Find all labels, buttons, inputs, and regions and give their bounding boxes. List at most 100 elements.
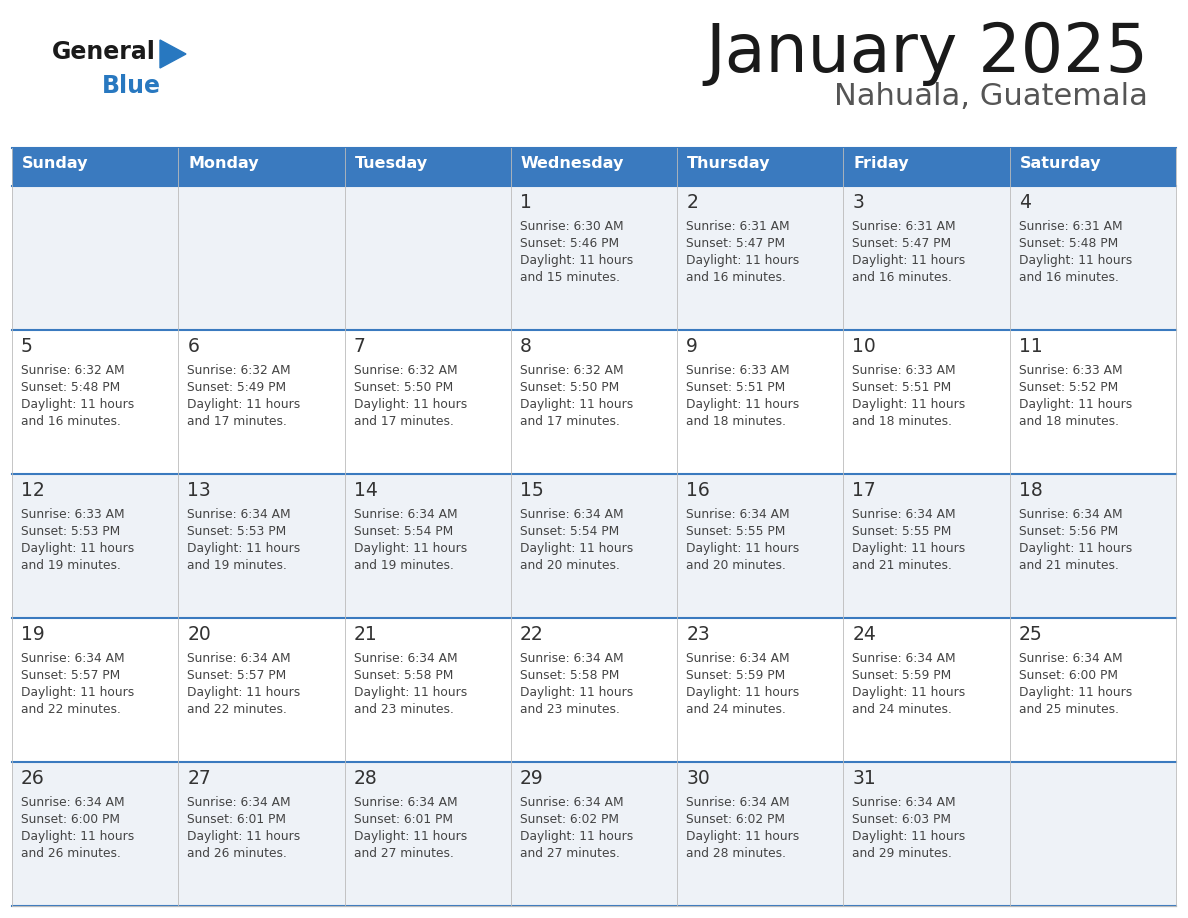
Text: Daylight: 11 hours: Daylight: 11 hours <box>21 686 134 699</box>
Text: 1: 1 <box>520 193 532 212</box>
Text: Wednesday: Wednesday <box>520 156 624 171</box>
Text: Sunset: 6:00 PM: Sunset: 6:00 PM <box>1019 669 1118 682</box>
Text: Sunset: 5:48 PM: Sunset: 5:48 PM <box>1019 237 1118 250</box>
Text: Sunset: 5:57 PM: Sunset: 5:57 PM <box>21 669 120 682</box>
Text: Sunrise: 6:34 AM: Sunrise: 6:34 AM <box>354 796 457 809</box>
Text: Sunrise: 6:32 AM: Sunrise: 6:32 AM <box>21 364 125 377</box>
Text: Sunset: 5:51 PM: Sunset: 5:51 PM <box>853 381 952 394</box>
Bar <box>843 474 1010 618</box>
Text: Daylight: 11 hours: Daylight: 11 hours <box>354 398 467 411</box>
Text: Sunset: 6:03 PM: Sunset: 6:03 PM <box>853 813 952 826</box>
Bar <box>511 474 677 618</box>
Text: Sunrise: 6:31 AM: Sunrise: 6:31 AM <box>1019 220 1123 233</box>
Bar <box>677 186 843 330</box>
Text: Daylight: 11 hours: Daylight: 11 hours <box>21 830 134 843</box>
Text: Daylight: 11 hours: Daylight: 11 hours <box>21 542 134 555</box>
Text: Sunset: 5:53 PM: Sunset: 5:53 PM <box>21 525 120 538</box>
Text: and 28 minutes.: and 28 minutes. <box>687 847 786 860</box>
Bar <box>178 762 345 906</box>
Text: Daylight: 11 hours: Daylight: 11 hours <box>520 830 633 843</box>
Text: Daylight: 11 hours: Daylight: 11 hours <box>853 830 966 843</box>
Text: Blue: Blue <box>102 74 162 98</box>
Text: Sunset: 6:02 PM: Sunset: 6:02 PM <box>520 813 619 826</box>
Text: 22: 22 <box>520 625 544 644</box>
Text: Sunrise: 6:34 AM: Sunrise: 6:34 AM <box>853 508 956 521</box>
Text: Sunrise: 6:34 AM: Sunrise: 6:34 AM <box>520 508 624 521</box>
Bar <box>1010 186 1176 330</box>
Text: Sunrise: 6:34 AM: Sunrise: 6:34 AM <box>853 796 956 809</box>
Bar <box>677 148 843 186</box>
Bar <box>178 148 345 186</box>
Text: Sunrise: 6:32 AM: Sunrise: 6:32 AM <box>354 364 457 377</box>
Text: Daylight: 11 hours: Daylight: 11 hours <box>853 254 966 267</box>
Text: and 27 minutes.: and 27 minutes. <box>354 847 454 860</box>
Text: Sunset: 5:50 PM: Sunset: 5:50 PM <box>354 381 453 394</box>
Text: 14: 14 <box>354 481 378 500</box>
Text: 2: 2 <box>687 193 699 212</box>
Text: 7: 7 <box>354 337 366 356</box>
Text: and 26 minutes.: and 26 minutes. <box>21 847 121 860</box>
Text: 29: 29 <box>520 769 544 788</box>
Text: 31: 31 <box>853 769 877 788</box>
Text: Sunset: 5:53 PM: Sunset: 5:53 PM <box>188 525 286 538</box>
Bar <box>511 618 677 762</box>
Bar <box>1010 330 1176 474</box>
Bar <box>677 762 843 906</box>
Text: and 24 minutes.: and 24 minutes. <box>687 703 786 716</box>
Text: Sunset: 5:47 PM: Sunset: 5:47 PM <box>687 237 785 250</box>
Bar <box>511 762 677 906</box>
Text: Daylight: 11 hours: Daylight: 11 hours <box>687 830 800 843</box>
Text: Sunset: 5:52 PM: Sunset: 5:52 PM <box>1019 381 1118 394</box>
Bar <box>1010 474 1176 618</box>
Text: Daylight: 11 hours: Daylight: 11 hours <box>687 542 800 555</box>
Text: Daylight: 11 hours: Daylight: 11 hours <box>188 542 301 555</box>
Text: Sunrise: 6:34 AM: Sunrise: 6:34 AM <box>1019 508 1123 521</box>
Text: General: General <box>52 40 156 64</box>
Text: 28: 28 <box>354 769 378 788</box>
Text: and 16 minutes.: and 16 minutes. <box>687 271 786 284</box>
Text: 18: 18 <box>1019 481 1042 500</box>
Bar <box>677 474 843 618</box>
Bar <box>345 186 511 330</box>
Bar <box>511 186 677 330</box>
Text: and 18 minutes.: and 18 minutes. <box>687 415 786 428</box>
Text: 24: 24 <box>853 625 877 644</box>
Text: Sunrise: 6:33 AM: Sunrise: 6:33 AM <box>853 364 956 377</box>
Text: Sunset: 5:46 PM: Sunset: 5:46 PM <box>520 237 619 250</box>
Text: Sunset: 5:54 PM: Sunset: 5:54 PM <box>520 525 619 538</box>
Bar <box>178 618 345 762</box>
Text: Daylight: 11 hours: Daylight: 11 hours <box>1019 686 1132 699</box>
Bar <box>843 186 1010 330</box>
Bar <box>345 330 511 474</box>
Text: Sunrise: 6:32 AM: Sunrise: 6:32 AM <box>188 364 291 377</box>
Text: Daylight: 11 hours: Daylight: 11 hours <box>354 542 467 555</box>
Text: Sunset: 5:59 PM: Sunset: 5:59 PM <box>853 669 952 682</box>
Bar <box>178 186 345 330</box>
Bar <box>1010 618 1176 762</box>
Bar <box>345 474 511 618</box>
Bar <box>1010 148 1176 186</box>
Polygon shape <box>160 40 187 68</box>
Text: Saturday: Saturday <box>1019 156 1101 171</box>
Text: and 18 minutes.: and 18 minutes. <box>1019 415 1119 428</box>
Text: 5: 5 <box>21 337 33 356</box>
Text: Sunrise: 6:31 AM: Sunrise: 6:31 AM <box>853 220 956 233</box>
Text: Thursday: Thursday <box>687 156 771 171</box>
Bar <box>843 330 1010 474</box>
Text: 23: 23 <box>687 625 710 644</box>
Text: 27: 27 <box>188 769 211 788</box>
Text: 20: 20 <box>188 625 211 644</box>
Text: Sunset: 6:01 PM: Sunset: 6:01 PM <box>188 813 286 826</box>
Text: Sunset: 5:58 PM: Sunset: 5:58 PM <box>520 669 619 682</box>
Text: 17: 17 <box>853 481 877 500</box>
Text: and 16 minutes.: and 16 minutes. <box>21 415 121 428</box>
Text: and 17 minutes.: and 17 minutes. <box>520 415 620 428</box>
Text: Sunset: 5:48 PM: Sunset: 5:48 PM <box>21 381 120 394</box>
Text: and 15 minutes.: and 15 minutes. <box>520 271 620 284</box>
Text: Daylight: 11 hours: Daylight: 11 hours <box>1019 254 1132 267</box>
Text: Sunrise: 6:34 AM: Sunrise: 6:34 AM <box>687 508 790 521</box>
Bar <box>511 330 677 474</box>
Text: Sunrise: 6:34 AM: Sunrise: 6:34 AM <box>687 652 790 665</box>
Text: and 19 minutes.: and 19 minutes. <box>354 559 454 572</box>
Text: Daylight: 11 hours: Daylight: 11 hours <box>354 830 467 843</box>
